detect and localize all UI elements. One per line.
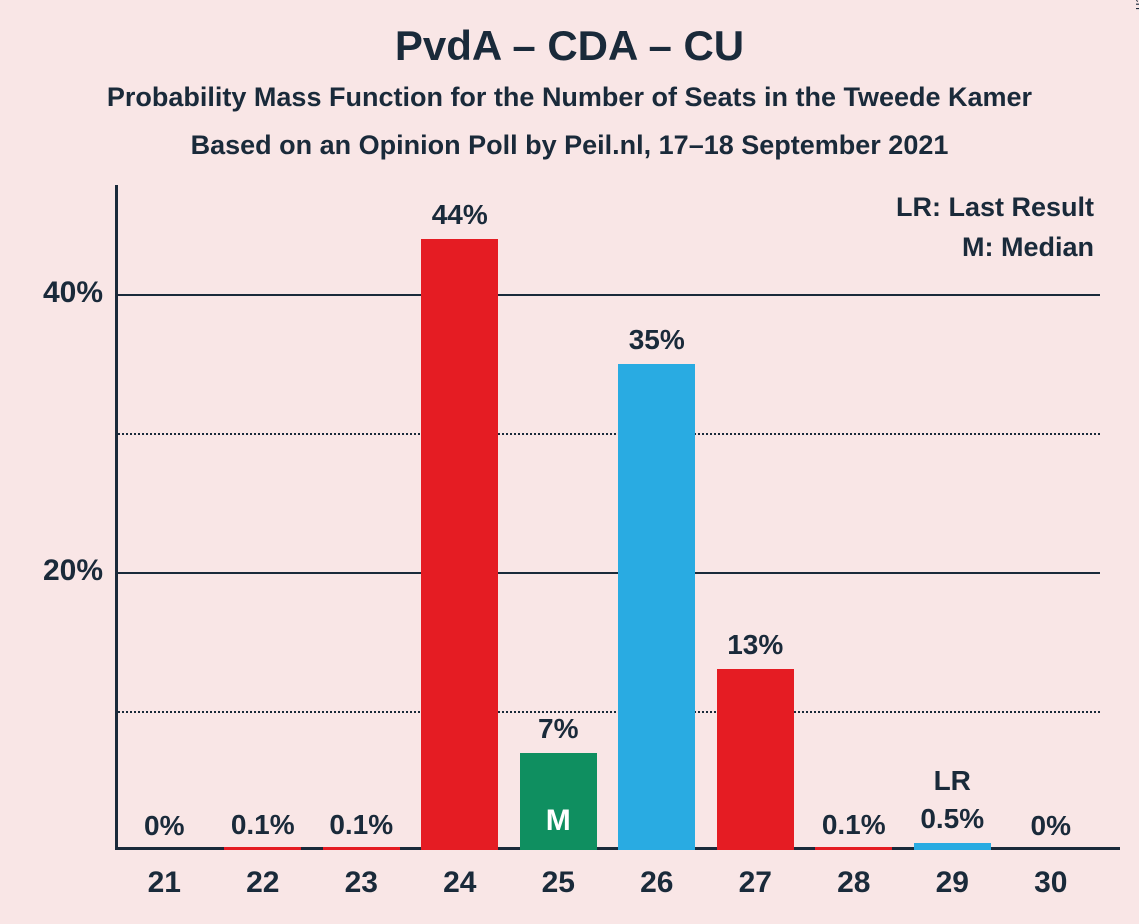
bar-value-label: 0%: [115, 810, 214, 842]
xtick-label: 26: [608, 866, 707, 900]
bar-value-label: 0.1%: [805, 809, 904, 841]
bar: [914, 843, 991, 850]
y-axis-line: [115, 185, 118, 850]
chart-subtitle-2: Based on an Opinion Poll by Peil.nl, 17–…: [0, 130, 1139, 161]
chart-title: PvdA – CDA – CU: [0, 22, 1139, 70]
bar-value-label: 0.1%: [214, 809, 313, 841]
grid-minor: [115, 433, 1100, 435]
plot-area: 0%0.1%0.1%44%7%35%13%0.1%0.5%0%MLR: [115, 225, 1100, 850]
chart-container: PvdA – CDA – CU Probability Mass Functio…: [0, 0, 1139, 924]
last-result-marker: LR: [903, 765, 1002, 797]
bar-value-label: 44%: [411, 199, 510, 231]
xtick-label: 23: [312, 866, 411, 900]
chart-subtitle-1: Probability Mass Function for the Number…: [0, 82, 1139, 113]
bar-value-label: 13%: [706, 629, 805, 661]
bar-value-label: 0.1%: [312, 809, 411, 841]
xtick-label: 25: [509, 866, 608, 900]
bar-value-label: 7%: [509, 713, 608, 745]
bar: [421, 239, 498, 850]
legend-m: M: Median: [962, 232, 1094, 263]
ytick-label: 40%: [43, 276, 103, 310]
xtick-label: 29: [903, 866, 1002, 900]
xtick-label: 28: [805, 866, 904, 900]
xtick-label: 22: [214, 866, 313, 900]
xtick-label: 30: [1002, 866, 1101, 900]
bar-value-label: 35%: [608, 324, 707, 356]
median-marker: M: [520, 804, 597, 838]
bar-value-label: 0%: [1002, 810, 1101, 842]
grid-minor: [115, 711, 1100, 713]
copyright-text: © 2021 Filip van Laenen: [1133, 0, 1139, 10]
grid-major: [115, 294, 1100, 296]
bar: [224, 847, 301, 850]
bar: [323, 847, 400, 850]
bar: [618, 364, 695, 850]
ytick-label: 20%: [43, 554, 103, 588]
xtick-label: 27: [706, 866, 805, 900]
bar-value-label: 0.5%: [903, 803, 1002, 835]
xtick-label: 24: [411, 866, 510, 900]
bar: [815, 847, 892, 850]
bar: [717, 669, 794, 850]
xtick-label: 21: [115, 866, 214, 900]
grid-major: [115, 572, 1100, 574]
legend-lr: LR: Last Result: [896, 192, 1094, 223]
